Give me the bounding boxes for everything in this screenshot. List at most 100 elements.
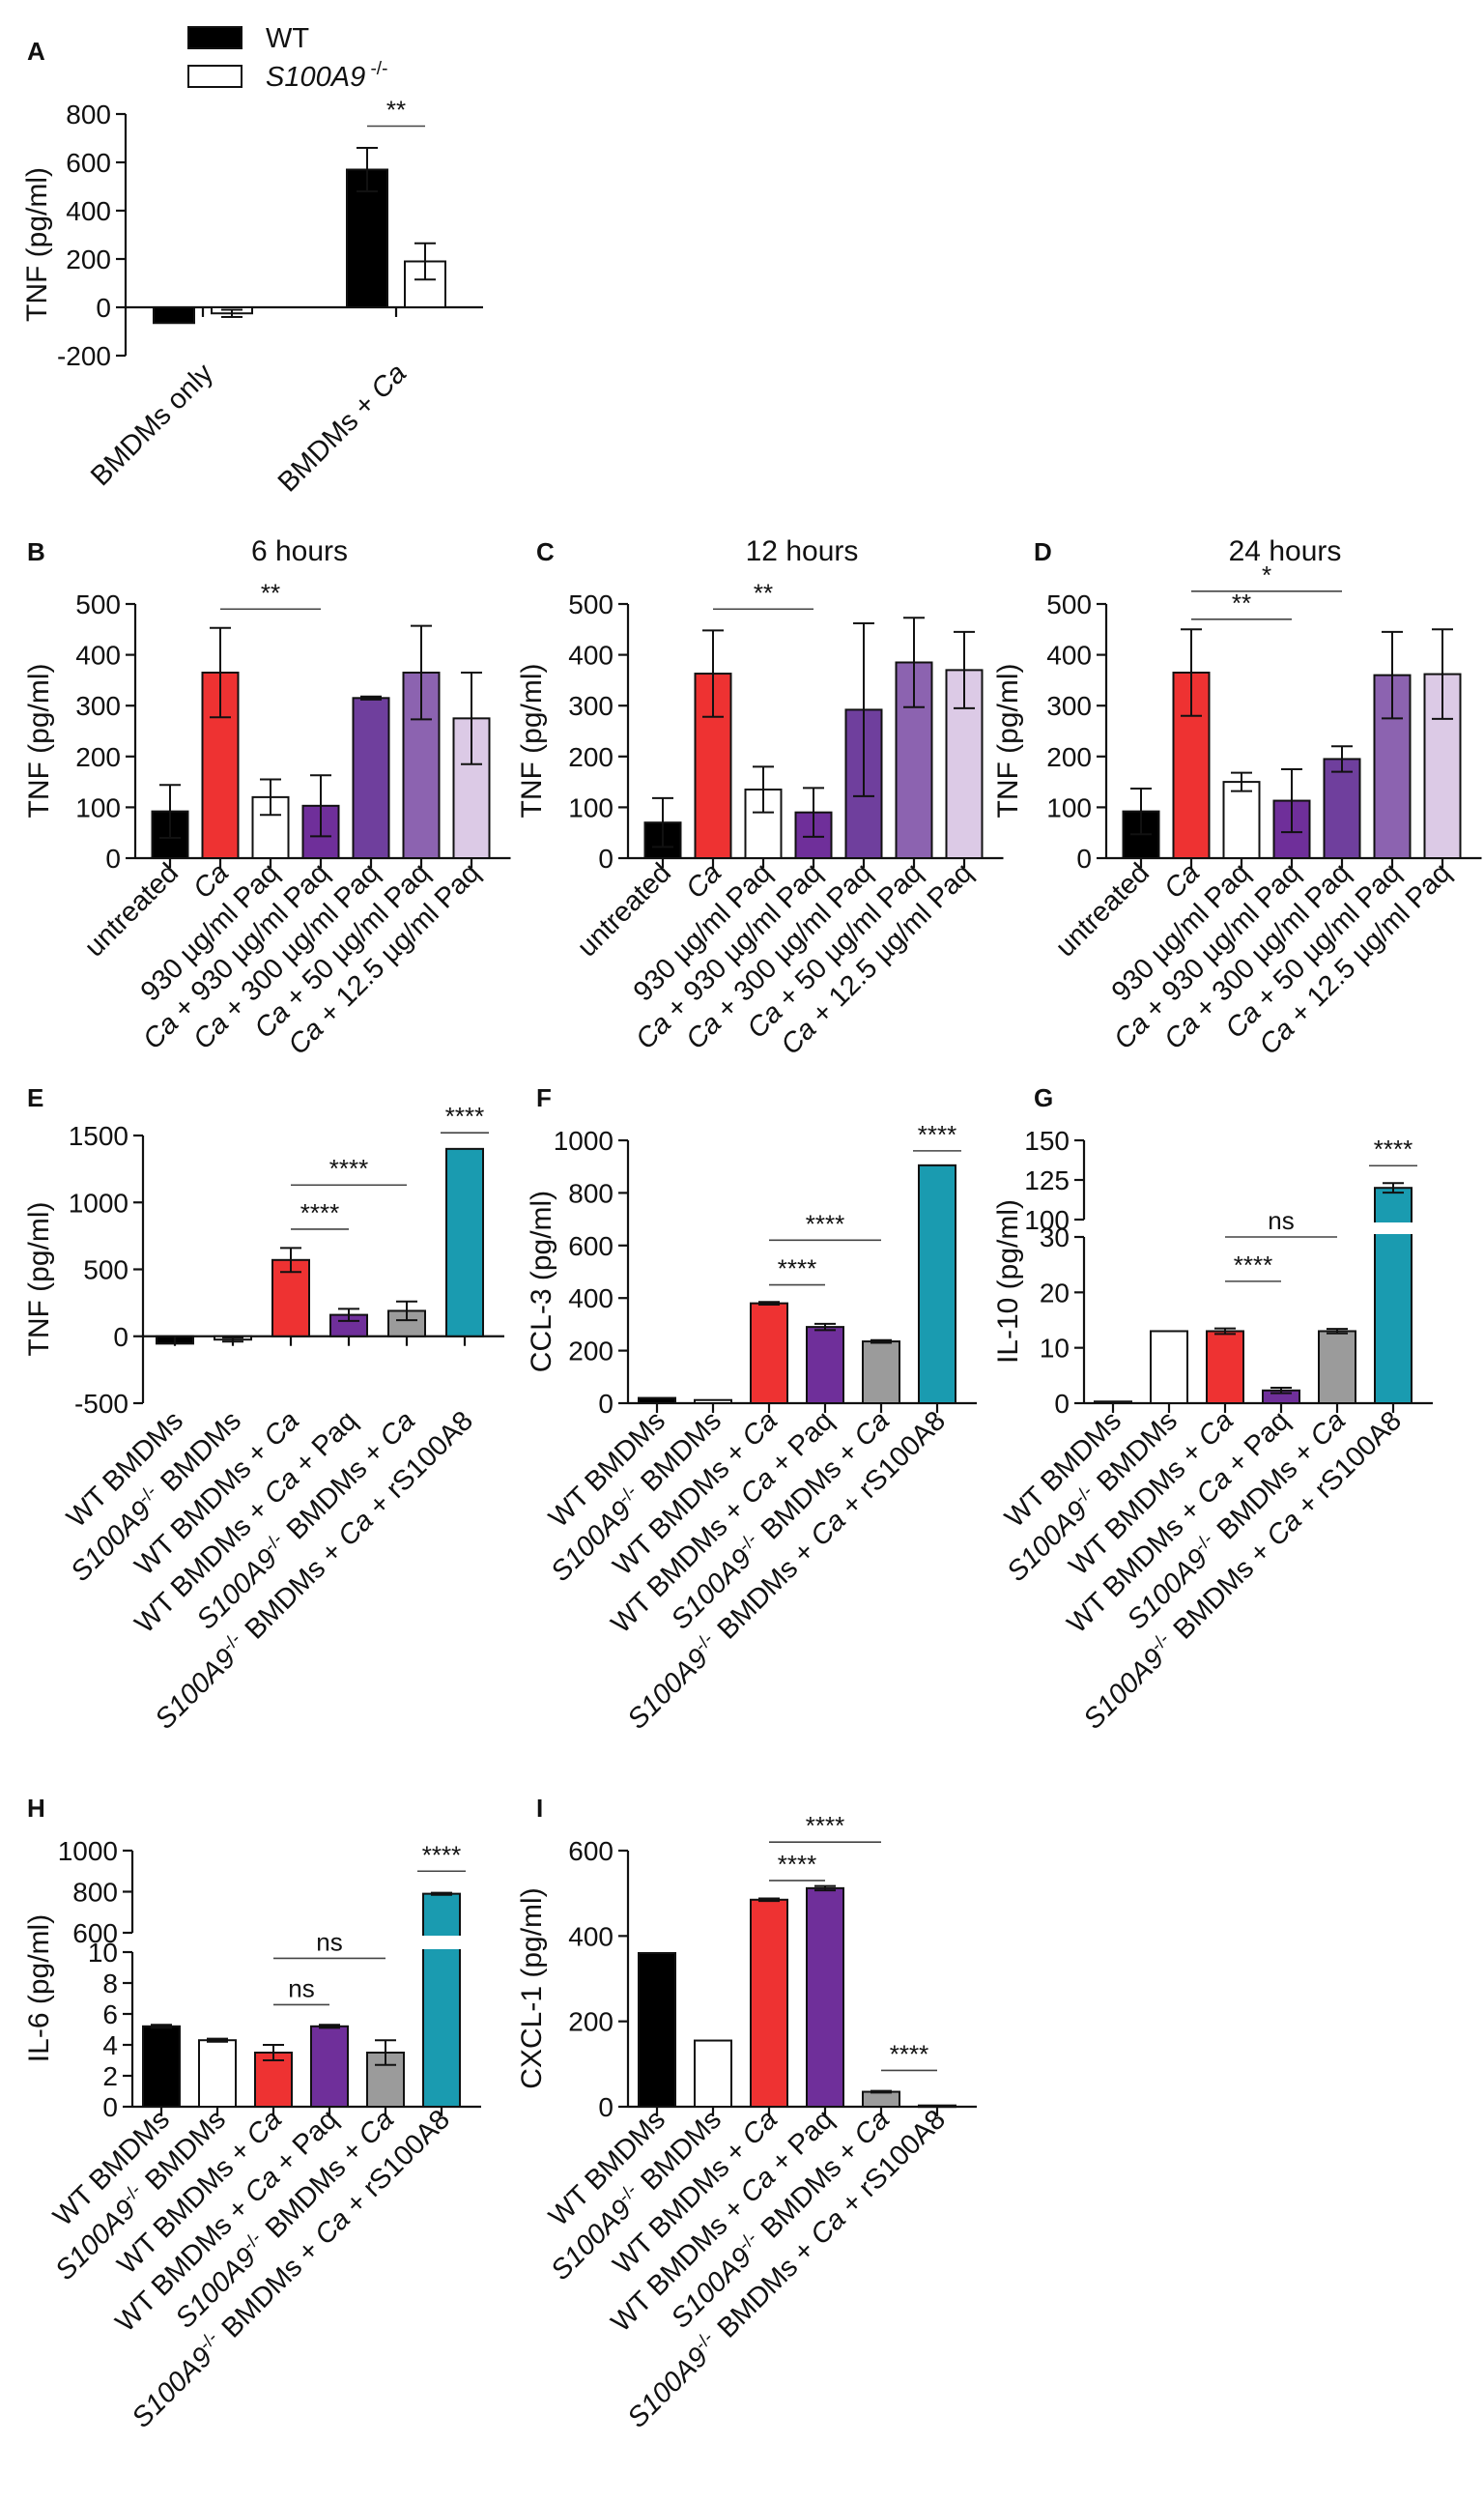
panel-g-bar [1206,1330,1244,1405]
panel-h-y-tick-label: 1000 [58,1836,118,1866]
panel-f-y-tick-label: 800 [568,1178,614,1208]
panel-b-y-tick-label: 400 [75,641,121,671]
panel-b-y-tick-label: 0 [105,844,121,874]
panel-h-y-tick-label: 10 [88,1938,118,1968]
panel-a-y-tick-label: 800 [66,100,111,129]
panel-a-y-tick-label: 200 [66,244,111,274]
panel-f-significance-label: **** [806,1209,844,1238]
panel-e-y-tick-label: 0 [113,1322,128,1352]
panel-i-significance-label: **** [890,2039,928,2068]
panel-d-y-tick-label: 200 [1046,742,1092,772]
panel-d-letter: D [1034,537,1052,566]
panel-e-significance-label: **** [300,1198,339,1227]
panel-g-y-tick-label: 150 [1024,1126,1070,1156]
panel-h-axis-break [421,1936,462,1949]
panel-a-y-label: TNF (pg/ml) [21,167,53,322]
panel-b-title: 6 hours [251,535,348,567]
panel-a-bar [153,306,195,325]
panel-g-y-tick-label: 30 [1040,1222,1070,1252]
panel-h-bar [310,2025,349,2109]
panel-g-y-tick-label: 0 [1054,1389,1070,1419]
panel-b-letter: B [27,537,45,566]
panel-b-y-tick-label: 100 [75,792,121,822]
panel-g-significance-label: **** [1374,1135,1413,1164]
panel-b-bar [352,697,390,859]
panel-e-y-label: TNF (pg/ml) [23,1202,55,1357]
panel-e-y-tick-label: 1500 [69,1121,128,1151]
panel-h-y-tick-label: 2 [102,2061,118,2091]
panel-b-y-tick-label: 200 [75,742,121,772]
panel-c-y-tick-label: 100 [568,792,614,822]
panel-h-bar [422,1892,461,2108]
panel-i-y-tick-label: 0 [598,2092,614,2122]
legend-label: WT [266,23,309,54]
panel-g-significance-label: ns [1268,1206,1294,1235]
panel-h-y-tick-label: 8 [102,1969,118,1998]
panel-i-letter: I [536,1794,543,1823]
panel-c-x-tick-label: untreated [572,857,677,963]
panel-d-bar [1222,781,1261,859]
panel-i-bar [694,2039,732,2109]
panel-i-bar [638,1952,676,2108]
panel-d-y-tick-label: 0 [1076,844,1092,874]
panel-e-y-tick-label: 1000 [69,1188,128,1218]
panel-a-y-tick-label: 600 [66,148,111,178]
panel-f-y-tick-label: 200 [568,1337,614,1366]
panel-b-x-label-group: untreated [79,857,185,963]
panel-c-y-tick-label: 500 [568,589,614,619]
panel-d-y-tick-label: 100 [1046,792,1092,822]
panel-i-bar [750,1898,788,2108]
panel-i-bar [862,2090,900,2109]
panel-h-y-tick-label: 0 [102,2092,118,2122]
panel-h-significance-label: ns [316,1927,342,1956]
panel-h-bar [198,2039,237,2108]
panel-a-y-tick-label: 400 [66,196,111,226]
panel-b-significance-label: ** [261,578,280,607]
panel-b-x-tick-label: untreated [79,857,185,963]
panel-f-significance-label: **** [778,1254,816,1283]
legend-swatch [187,65,243,88]
panel-f-bar [694,1398,732,1404]
panel-h-bar [254,2052,293,2108]
panel-a-y-tick-label: 0 [96,293,111,323]
panel-f-letter: F [536,1083,552,1112]
panel-d-x-tick-label: untreated [1050,857,1156,963]
panel-c-y-tick-label: 0 [598,844,614,874]
panel-a-y-tick-label: -200 [57,341,111,371]
panel-d-x-label-group: untreated [1050,857,1156,963]
panel-f-y-tick-label: 0 [598,1389,614,1419]
panel-g-bar [1150,1330,1188,1405]
panel-f-y-label: CCL-3 (pg/ml) [526,1191,557,1372]
panel-i-y-tick-label: 400 [568,1921,614,1951]
panel-a-significance-label: ** [386,96,406,125]
panel-g-y-tick-label: 125 [1024,1165,1070,1195]
panel-a-letter: A [27,37,45,66]
panel-a-group: BMDMs only BMDMs + Ca [85,112,483,498]
panel-h-y-tick-label: 800 [72,1878,118,1908]
panel-d-title: 24 hours [1229,535,1342,567]
panel-b-y-label: TNF (pg/ml) [23,664,55,819]
panel-c-y-label: TNF (pg/ml) [516,664,548,819]
panel-c-letter: C [536,537,555,566]
panel-i-bar [918,2104,956,2109]
panel-e-letter: E [27,1083,43,1112]
panel-g-bar [1318,1330,1356,1405]
panel-f-significance-label: **** [918,1120,956,1149]
legend-label: S100A9 -/- [266,59,387,93]
panel-i-significance-label: **** [778,1850,816,1879]
panel-h-bar [142,2025,181,2109]
panel-g-significance-label: **** [1234,1250,1272,1279]
panel-d-significance-label: ** [1232,589,1251,618]
panel-c-y-tick-label: 200 [568,742,614,772]
panel-e-y-tick-label: 500 [83,1255,128,1285]
panel-i-y-tick-label: 200 [568,2007,614,2037]
panel-i-significance-label: **** [806,1811,844,1840]
panel-g-y-tick-label: 10 [1040,1334,1070,1364]
panel-g-bar [1094,1400,1132,1405]
panel-h-letter: H [27,1794,45,1823]
